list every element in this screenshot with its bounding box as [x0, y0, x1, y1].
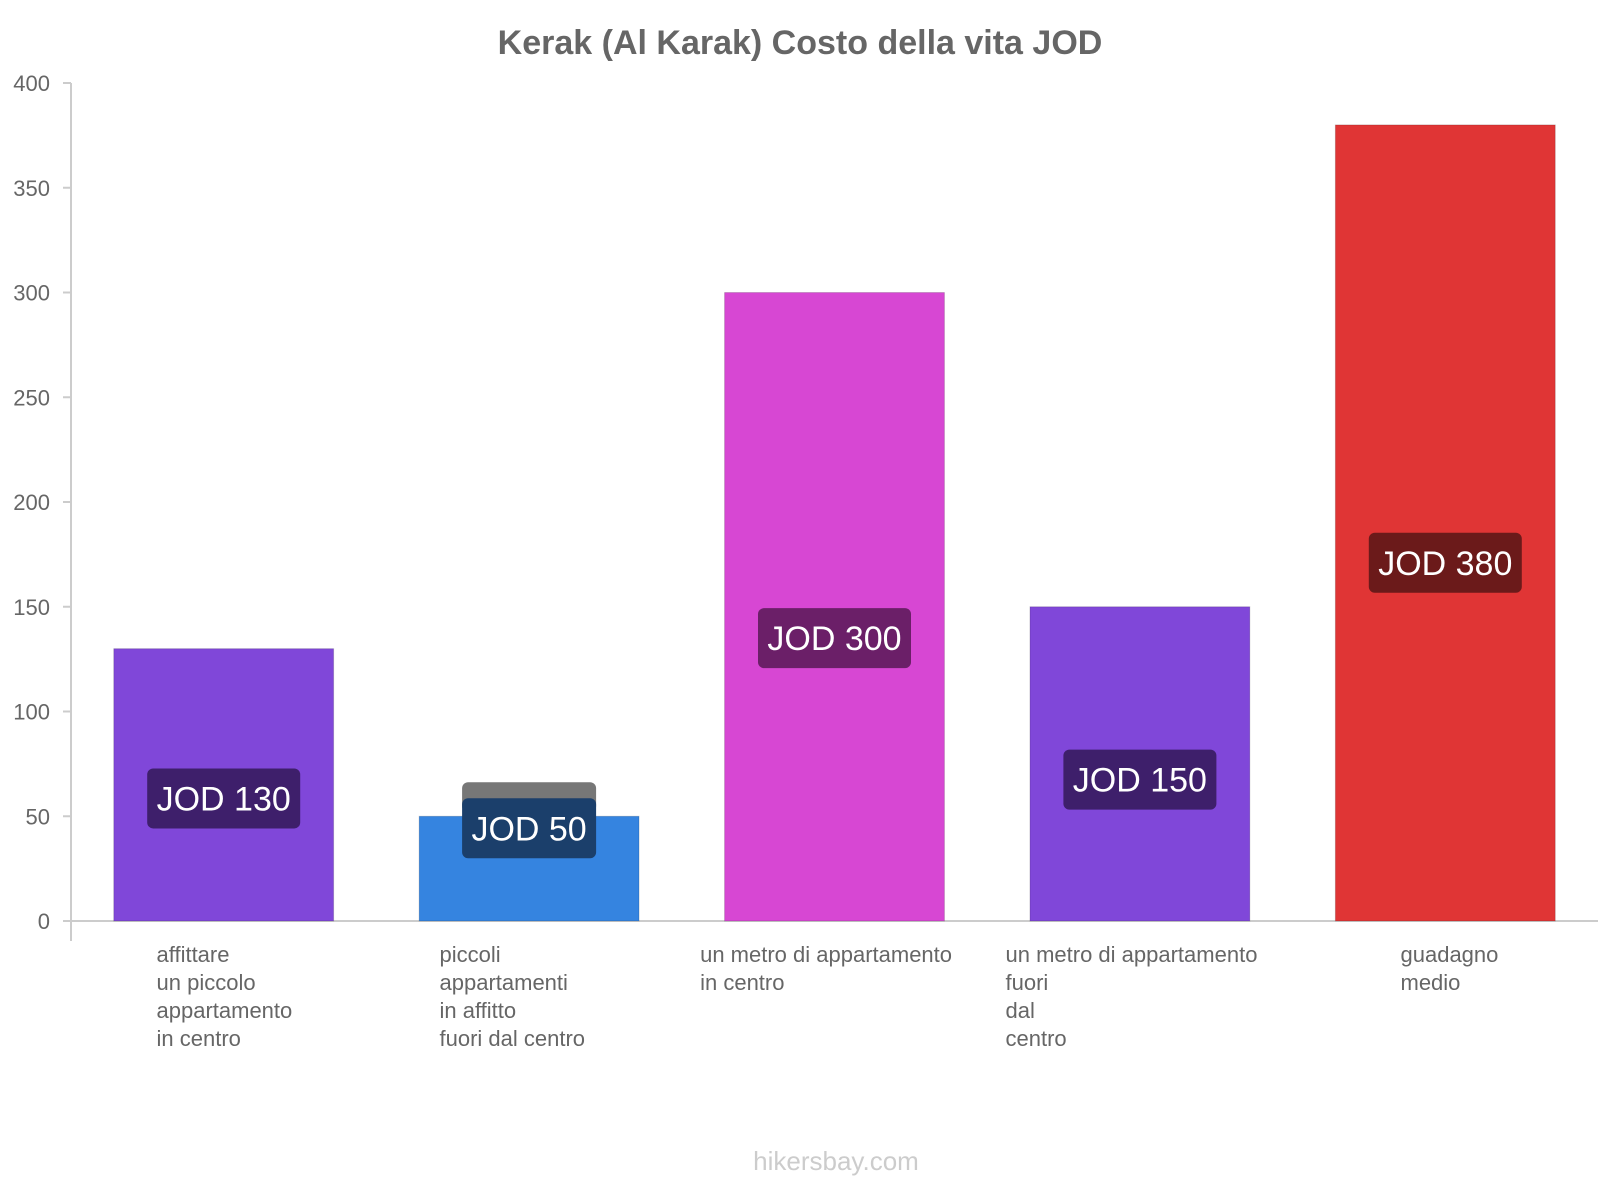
category-label-line: centro	[1006, 1026, 1067, 1051]
value-label-box	[758, 608, 911, 669]
value-label-box	[1063, 749, 1217, 810]
y-tick-label: 300	[13, 281, 50, 306]
bar	[724, 292, 945, 922]
x-axis-categories: affittare un piccolo appartamento in centro…	[157, 942, 1499, 1051]
bar	[1334, 124, 1556, 922]
bars: JOD 130 JOD 50 JOD 300 JOD 150 JOD 380	[113, 124, 1556, 922]
category-label-line: un metro di appartamento	[1006, 942, 1258, 967]
category-label-line: appartamento	[157, 998, 293, 1023]
category-label-line: in centro	[700, 970, 784, 995]
value-label-box	[462, 798, 597, 859]
category-label: un metro di appartamento fuori dal centro	[1006, 942, 1258, 1051]
category-label-line: dal	[1006, 998, 1035, 1023]
value-label: JOD 300	[767, 620, 901, 658]
category-label: guadagno medio	[1401, 942, 1499, 995]
value-label: JOD 130	[157, 780, 291, 818]
y-tick-label: 100	[13, 700, 50, 725]
chart-title: Kerak (Al Karak) Costo della vita JOD	[498, 24, 1103, 62]
category-label-line: fuori dal centro	[440, 1026, 586, 1051]
category-label-line: un metro di appartamento	[700, 942, 952, 967]
category-label-line: in centro	[157, 1026, 241, 1051]
value-label-box	[1368, 532, 1522, 593]
y-tick-label: 0	[38, 909, 50, 934]
value-label: JOD 50	[471, 810, 586, 848]
y-tick-label: 200	[13, 490, 50, 515]
category-label-line: un piccolo	[157, 970, 256, 995]
value-label: JOD 380	[1378, 545, 1512, 583]
category-label: affittare un piccolo appartamento in centro	[157, 942, 293, 1051]
category-label-line: piccoli	[440, 942, 501, 967]
category-label-line: appartamenti	[440, 970, 568, 995]
category-label: un metro di appartamento in centro	[700, 942, 952, 995]
y-tick-label: 250	[13, 385, 50, 410]
value-label-box	[147, 768, 301, 829]
source-watermark: hikersbay.com	[753, 1146, 919, 1176]
category-label: piccoli appartamenti in affitto fuori dal c…	[440, 942, 586, 1051]
category-label-line: in affitto	[440, 998, 517, 1023]
category-label-line: guadagno	[1401, 942, 1499, 967]
category-label-line: fuori	[1006, 970, 1049, 995]
y-tick-label: 50	[26, 804, 50, 829]
category-label-line: affittare	[157, 942, 230, 967]
value-label: JOD 150	[1073, 762, 1207, 800]
category-label-line: medio	[1401, 970, 1461, 995]
y-tick-label: 400	[13, 71, 50, 96]
y-tick-label: 150	[13, 595, 50, 620]
y-tick-label: 350	[13, 176, 50, 201]
